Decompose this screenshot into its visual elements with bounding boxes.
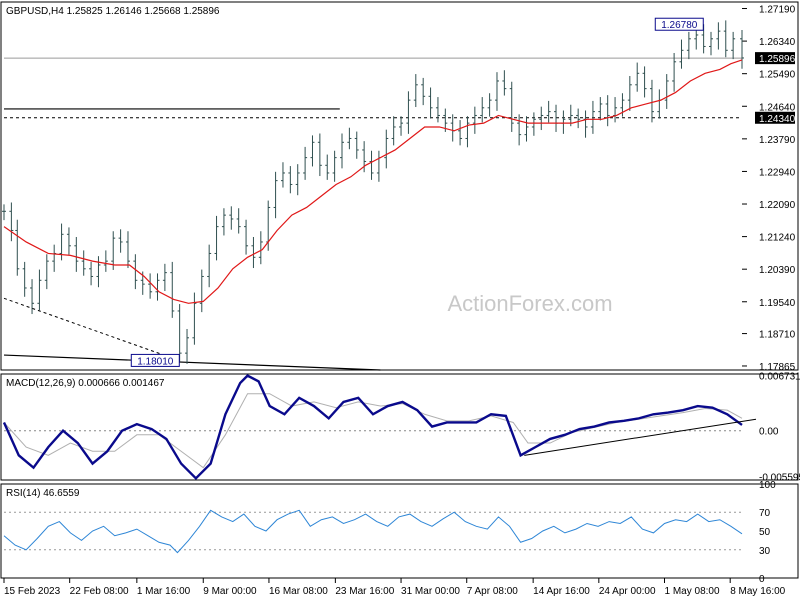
support-level-box xyxy=(755,111,795,124)
solid-trendline xyxy=(3,354,381,371)
main-y-tick-label: 1.17865 xyxy=(759,362,796,373)
current-price-label: 1.25896 xyxy=(759,54,796,65)
x-tick-label: 14 Apr 16:00 xyxy=(533,586,590,597)
x-tick-label: 23 Mar 16:00 xyxy=(335,586,394,597)
watermark: ActionForex.com xyxy=(447,291,612,316)
rsi-y-tick-label: 30 xyxy=(759,546,771,557)
main-y-tick-label: 1.26340 xyxy=(759,37,796,48)
rsi-y-tick-label: 100 xyxy=(759,480,776,491)
main-chart-title: GBPUSD,H4 1.25825 1.26146 1.25668 1.2589… xyxy=(6,6,220,17)
main-y-tick-label: 1.24640 xyxy=(759,102,796,113)
price-annotation-label: 1.18010 xyxy=(137,356,174,367)
main-panel-frame xyxy=(0,1,799,371)
main-y-tick-label: 1.18710 xyxy=(759,330,796,341)
main-y-tick-label: 1.22090 xyxy=(759,200,796,211)
x-tick-label: 24 Apr 00:00 xyxy=(599,586,656,597)
x-tick-label: 1 May 08:00 xyxy=(665,586,720,597)
rsi-y-tick-label: 0 xyxy=(759,574,765,585)
main-y-tick-label: 1.20390 xyxy=(759,265,796,276)
x-tick-label: 22 Feb 08:00 xyxy=(70,586,129,597)
x-tick-label: 31 Mar 00:00 xyxy=(401,586,460,597)
dashed-trendline xyxy=(3,297,180,361)
current-price-box xyxy=(755,52,795,65)
rsi-panel-frame xyxy=(0,483,799,579)
price-annotation-label: 1.26780 xyxy=(661,20,698,31)
rsi-line xyxy=(3,509,743,554)
moving-average-line xyxy=(3,59,743,304)
x-tick-label: 1 Mar 16:00 xyxy=(137,586,191,597)
macd-support-trendline xyxy=(524,418,757,456)
macd-title: MACD(12,26,9) 0.000666 0.001467 xyxy=(6,378,165,389)
main-y-tick-label: 1.21240 xyxy=(759,233,796,244)
price-annotation-box xyxy=(130,353,180,367)
main-y-tick-label: 1.27190 xyxy=(759,5,796,16)
main-y-tick-label: 1.19540 xyxy=(759,298,796,309)
main-y-tick-label: 1.23790 xyxy=(759,135,796,146)
macd-line xyxy=(2,374,743,481)
macd-y-tick-label: 0.006731 xyxy=(759,371,800,382)
rsi-title: RSI(14) 46.6559 xyxy=(6,488,80,499)
x-tick-label: 7 Apr 08:00 xyxy=(467,586,519,597)
macd-panel-frame xyxy=(0,373,799,481)
price-annotation-box xyxy=(654,17,704,31)
main-y-tick-label: 1.22940 xyxy=(759,167,796,178)
rsi-y-tick-label: 70 xyxy=(759,508,771,519)
x-tick-label: 8 May 16:00 xyxy=(730,586,785,597)
macd-y-tick-label: 0.00 xyxy=(759,427,779,438)
main-y-tick-label: 1.25490 xyxy=(759,70,796,81)
rsi-y-tick-label: 50 xyxy=(759,527,771,538)
macd-y-tick-label: -0.005595 xyxy=(759,473,800,484)
x-tick-label: 16 Mar 08:00 xyxy=(269,586,328,597)
support-level-label: 1.24340 xyxy=(759,114,796,125)
x-tick-label: 15 Feb 2023 xyxy=(4,586,61,597)
x-tick-label: 9 Mar 00:00 xyxy=(203,586,257,597)
